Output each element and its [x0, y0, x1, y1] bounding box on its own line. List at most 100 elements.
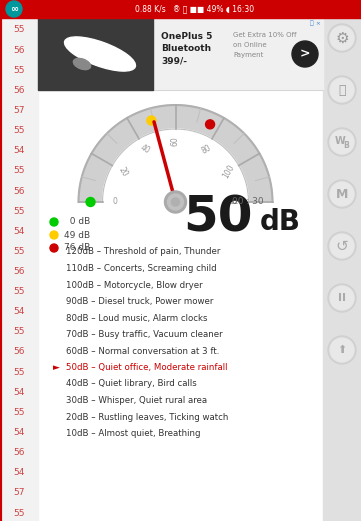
Circle shape [330, 130, 354, 154]
Text: Payment: Payment [233, 52, 264, 58]
Text: OnePlus 5: OnePlus 5 [161, 32, 212, 41]
Text: 0.88 K/s   ® ⏱ ■■ 49% ◖ 16:30: 0.88 K/s ® ⏱ ■■ 49% ◖ 16:30 [135, 5, 255, 14]
Text: 100: 100 [221, 163, 236, 180]
Text: ⚙: ⚙ [335, 31, 349, 45]
Circle shape [330, 78, 354, 102]
Text: W: W [335, 136, 345, 146]
Text: 55: 55 [13, 508, 25, 517]
Circle shape [168, 194, 183, 210]
Ellipse shape [65, 37, 135, 71]
Circle shape [328, 284, 356, 312]
Circle shape [50, 231, 58, 239]
Text: B: B [343, 141, 349, 150]
Circle shape [50, 218, 58, 226]
Bar [38, 18, 153, 90]
Circle shape [330, 234, 354, 258]
Circle shape [330, 338, 354, 362]
Text: 56: 56 [13, 46, 25, 55]
Bar [0, 0, 361, 18]
Circle shape [328, 76, 356, 104]
Text: 120: 120 [229, 197, 244, 206]
Text: 0 dB: 0 dB [64, 217, 90, 227]
Text: 57: 57 [13, 106, 25, 115]
Text: 54: 54 [13, 468, 25, 477]
Circle shape [86, 197, 95, 206]
Text: 55: 55 [13, 166, 25, 176]
Circle shape [50, 244, 58, 252]
Text: 50: 50 [183, 193, 252, 241]
Text: 399/-: 399/- [161, 56, 187, 65]
Text: 57: 57 [13, 488, 25, 498]
Circle shape [330, 182, 354, 206]
Text: 70dB – Busy traffic, Vacuum cleaner: 70dB – Busy traffic, Vacuum cleaner [66, 330, 223, 339]
Text: 55: 55 [13, 408, 25, 417]
Circle shape [328, 180, 356, 208]
Text: 110dB – Concerts, Screaming child: 110dB – Concerts, Screaming child [66, 264, 217, 273]
Text: 56: 56 [13, 448, 25, 457]
Text: 49 dB: 49 dB [64, 230, 90, 240]
Text: 60dB – Normal conversation at 3 ft.: 60dB – Normal conversation at 3 ft. [66, 346, 219, 355]
Text: 56: 56 [13, 86, 25, 95]
Bar [323, 18, 361, 521]
Text: 20dB – Rustling leaves, Ticking watch: 20dB – Rustling leaves, Ticking watch [66, 413, 229, 421]
Text: 76 dB: 76 dB [64, 243, 90, 253]
Text: 0: 0 [112, 197, 117, 206]
Circle shape [205, 120, 214, 129]
Text: 120dB – Threshold of pain, Thunder: 120dB – Threshold of pain, Thunder [66, 247, 220, 256]
Circle shape [328, 128, 356, 156]
Text: 00 : 30: 00 : 30 [232, 197, 263, 206]
Text: ⛲: ⛲ [338, 83, 346, 96]
Text: II: II [338, 293, 346, 303]
Circle shape [171, 198, 179, 206]
Circle shape [330, 26, 354, 50]
Text: Get Extra 10% Off: Get Extra 10% Off [233, 32, 296, 38]
Text: 54: 54 [13, 307, 25, 316]
Text: ⬆: ⬆ [337, 345, 347, 355]
Circle shape [328, 232, 356, 260]
Text: dB: dB [260, 208, 300, 236]
Text: 55: 55 [13, 247, 25, 256]
Text: 54: 54 [13, 146, 25, 155]
Circle shape [292, 41, 318, 67]
Polygon shape [103, 129, 248, 202]
Text: 40: 40 [139, 143, 152, 155]
Text: 30dB – Whisper, Quiet rural area: 30dB – Whisper, Quiet rural area [66, 396, 207, 405]
Text: Bluetooth: Bluetooth [161, 44, 211, 53]
Text: 55: 55 [13, 368, 25, 377]
Text: 50dB – Quiet office, Moderate rainfall: 50dB – Quiet office, Moderate rainfall [66, 363, 227, 372]
Text: 55: 55 [13, 327, 25, 337]
Text: ►: ► [53, 363, 60, 372]
Text: 20: 20 [116, 165, 129, 178]
Circle shape [147, 116, 156, 125]
Text: 55: 55 [13, 66, 25, 75]
Text: 100dB – Motorcycle, Blow dryer: 100dB – Motorcycle, Blow dryer [66, 280, 203, 290]
Text: 56: 56 [13, 267, 25, 276]
Text: 80: 80 [200, 143, 212, 155]
Text: 54: 54 [13, 388, 25, 397]
Text: 56: 56 [13, 187, 25, 195]
Text: 55: 55 [13, 26, 25, 34]
Text: 90dB – Diesel truck, Power mower: 90dB – Diesel truck, Power mower [66, 297, 213, 306]
Polygon shape [78, 105, 273, 202]
Text: ⓘ ×: ⓘ × [310, 20, 321, 26]
Circle shape [6, 1, 22, 17]
Text: 40dB – Quiet library, Bird calls: 40dB – Quiet library, Bird calls [66, 379, 197, 389]
Text: 10dB – Almost quiet, Breathing: 10dB – Almost quiet, Breathing [66, 429, 200, 438]
Text: 55: 55 [13, 287, 25, 296]
Circle shape [328, 24, 356, 52]
Bar [38, 18, 323, 90]
Bar [38, 18, 323, 521]
Text: 55: 55 [13, 126, 25, 135]
Text: 55: 55 [13, 207, 25, 216]
Text: >: > [300, 47, 310, 60]
Text: ↺: ↺ [336, 239, 348, 254]
Circle shape [165, 191, 187, 213]
Text: on Online: on Online [233, 42, 267, 48]
Text: M: M [336, 188, 348, 201]
Circle shape [330, 286, 354, 310]
Text: 54: 54 [13, 227, 25, 235]
Circle shape [328, 336, 356, 364]
Text: 56: 56 [13, 348, 25, 356]
Bar [0, 18, 38, 521]
Text: ∞: ∞ [10, 4, 18, 14]
